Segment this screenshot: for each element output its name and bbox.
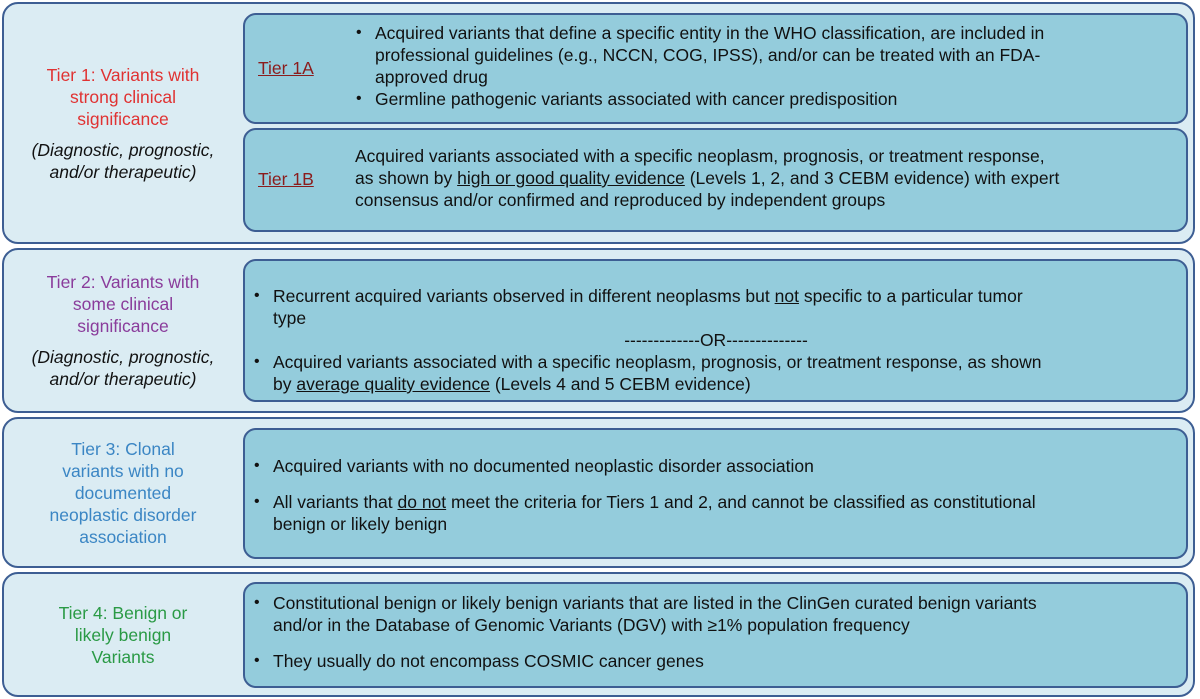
text-line: approved drug <box>375 67 488 87</box>
tier-3-bullet: Acquired variants with no documented neo… <box>251 455 1181 477</box>
tier-1-label: Tier 1: Variants with strong clinical si… <box>4 4 242 242</box>
tier-1-subtitle-line: (Diagnostic, prognostic, <box>31 139 215 160</box>
tier-4-content: Constitutional benign or likely benign v… <box>251 592 1181 672</box>
or-separator: -------------OR-------------- <box>624 330 808 350</box>
text: by <box>273 374 297 394</box>
tier-1b-label: Tier 1B <box>258 169 314 189</box>
text: specific to a particular tumor <box>798 286 1023 306</box>
tier-2-subtitle-line: and/or therapeutic) <box>49 369 197 389</box>
tier-3-bullet: All variants that do not meet the criter… <box>251 491 1181 535</box>
tier-3-label: Tier 3: Clonal variants with no document… <box>4 419 242 566</box>
tier-2-title-line: some clinical <box>72 294 174 314</box>
tier-1b-content: Acquired variants associated with a spec… <box>355 145 1185 211</box>
underlined-evidence: average quality evidence <box>296 374 490 394</box>
tier-2-bullet: Recurrent acquired variants observed in … <box>251 285 1181 329</box>
tier-4-title-line: likely benign <box>74 624 172 645</box>
tier-2-label: Tier 2: Variants with some clinical sign… <box>4 250 242 411</box>
text-line: (Levels 1, 2, and 3 CEBM evidence) with … <box>689 168 1060 188</box>
tier-3-title-line: association <box>79 526 167 547</box>
tier-2-bullet: Acquired variants associated with a spec… <box>251 351 1181 395</box>
tier-1a-box: Tier 1A Acquired variants that define a … <box>243 13 1188 124</box>
tier-3-panel: Tier 3: Clonal variants with no document… <box>2 417 1195 568</box>
tier-4-label: Tier 4: Benign or likely benign Variants <box>4 574 242 695</box>
underlined-evidence: high or good quality evidence <box>457 168 685 188</box>
tier-4-title-line: Tier 4: Benign or <box>58 602 188 623</box>
tier-4-panel: Tier 4: Benign or likely benign Variants… <box>2 572 1195 697</box>
tier-3-title-line: Tier 3: Clonal <box>71 438 175 459</box>
tier-2-box: Recurrent acquired variants observed in … <box>243 259 1188 402</box>
text-line: Acquired variants that define a specific… <box>375 23 1045 43</box>
underlined-not: not <box>774 286 799 306</box>
tier-3-title-line: documented <box>74 482 172 503</box>
text-line: Constitutional benign or likely benign v… <box>273 593 1037 613</box>
text-line: professional guidelines (e.g., NCCN, COG… <box>375 45 1041 65</box>
tier-3-box: Acquired variants with no documented neo… <box>243 428 1188 559</box>
underlined-do-not: do not <box>397 492 447 512</box>
text-line: consensus and/or confirmed and reproduce… <box>355 190 886 210</box>
text: All variants that <box>273 492 398 512</box>
tier-1a-bullet: Germline pathogenic variants associated … <box>353 88 1183 110</box>
tier-1a-content: Acquired variants that define a specific… <box>353 22 1183 110</box>
text-line: Acquired variants associated with a spec… <box>273 352 1042 372</box>
tier-4-title-line: Variants <box>91 646 155 667</box>
text-line: as shown by <box>355 168 453 188</box>
tier-3-title-line: variants with no <box>62 460 184 481</box>
tier-2-content: Recurrent acquired variants observed in … <box>251 285 1181 395</box>
tier-1a-bullet: Acquired variants that define a specific… <box>353 22 1183 88</box>
tier-4-box: Constitutional benign or likely benign v… <box>243 582 1188 688</box>
text: Recurrent acquired variants observed in … <box>273 286 775 306</box>
tier-1-panel: Tier 1: Variants with strong clinical si… <box>2 2 1195 244</box>
tier-2-title-line: Tier 2: Variants with <box>46 272 200 292</box>
tier-1-subtitle-line: and/or therapeutic) <box>49 161 197 182</box>
tier-1-title-line: Tier 1: Variants with <box>46 64 200 85</box>
tier-4-bullet: They usually do not encompass COSMIC can… <box>251 650 1181 672</box>
tier-2-title-line: significance <box>77 316 169 336</box>
text-line: and/or in the Database of Genomic Varian… <box>273 615 910 635</box>
tier-3-content: Acquired variants with no documented neo… <box>251 455 1181 535</box>
tier-4-bullet: Constitutional benign or likely benign v… <box>251 592 1181 636</box>
text-line: Acquired variants associated with a spec… <box>355 146 1045 166</box>
text: (Levels 4 and 5 CEBM evidence) <box>489 374 751 394</box>
tier-1a-label: Tier 1A <box>258 58 314 78</box>
tier-3-title-line: neoplastic disorder <box>49 504 197 525</box>
tier-1-title-line: strong clinical <box>69 86 177 107</box>
tier-2-subtitle-line: (Diagnostic, prognostic, <box>31 347 215 367</box>
text-line: type <box>273 308 307 328</box>
tier-1-title-line: significance <box>77 108 169 129</box>
text: meet the criteria for Tiers 1 and 2, and… <box>446 492 1036 512</box>
tier-2-panel: Tier 2: Variants with some clinical sign… <box>2 248 1195 413</box>
text-line: benign or likely benign <box>273 514 448 534</box>
tier-1b-box: Tier 1B Acquired variants associated wit… <box>243 128 1188 232</box>
